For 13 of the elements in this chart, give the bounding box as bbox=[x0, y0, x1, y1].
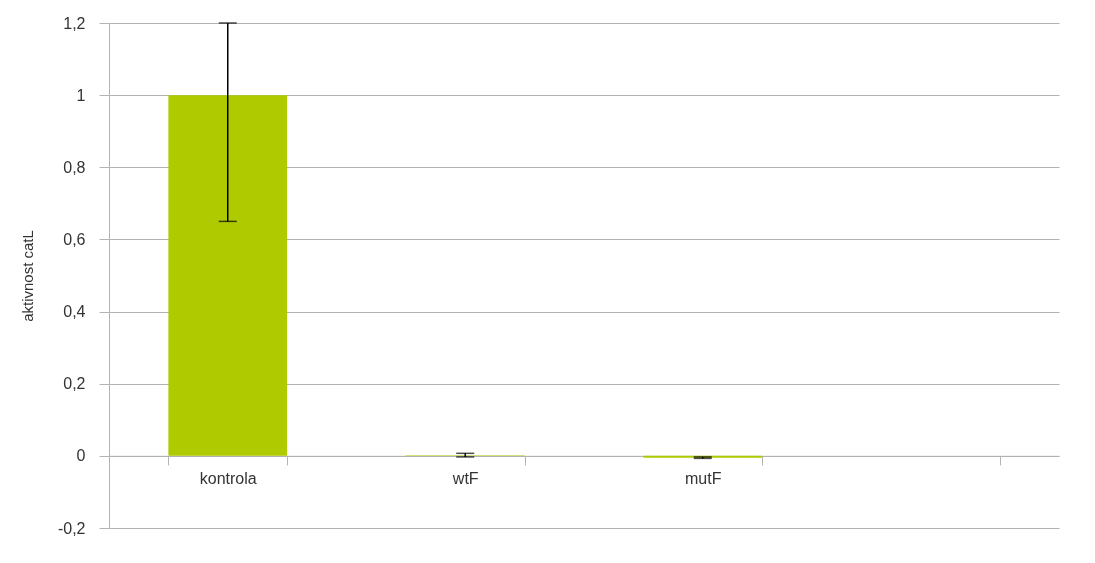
x-tick-label: wtF bbox=[451, 470, 479, 488]
y-axis-title: aktivnost catL bbox=[18, 230, 36, 322]
x-tick-label: kontrola bbox=[199, 470, 257, 488]
y-tick-label: 0,6 bbox=[63, 230, 86, 248]
y-tick-label: -0,2 bbox=[57, 519, 86, 537]
y-tick-label: 0,4 bbox=[63, 303, 86, 321]
y-tick-label: 1,2 bbox=[63, 14, 86, 32]
y-tick-label: 0,2 bbox=[63, 375, 86, 393]
bar bbox=[168, 95, 288, 456]
x-tick-label: mutF bbox=[685, 470, 722, 488]
y-tick-label: 0 bbox=[76, 447, 86, 465]
y-tick-label: 1 bbox=[76, 86, 86, 104]
y-tick-label: 0,8 bbox=[63, 158, 86, 176]
